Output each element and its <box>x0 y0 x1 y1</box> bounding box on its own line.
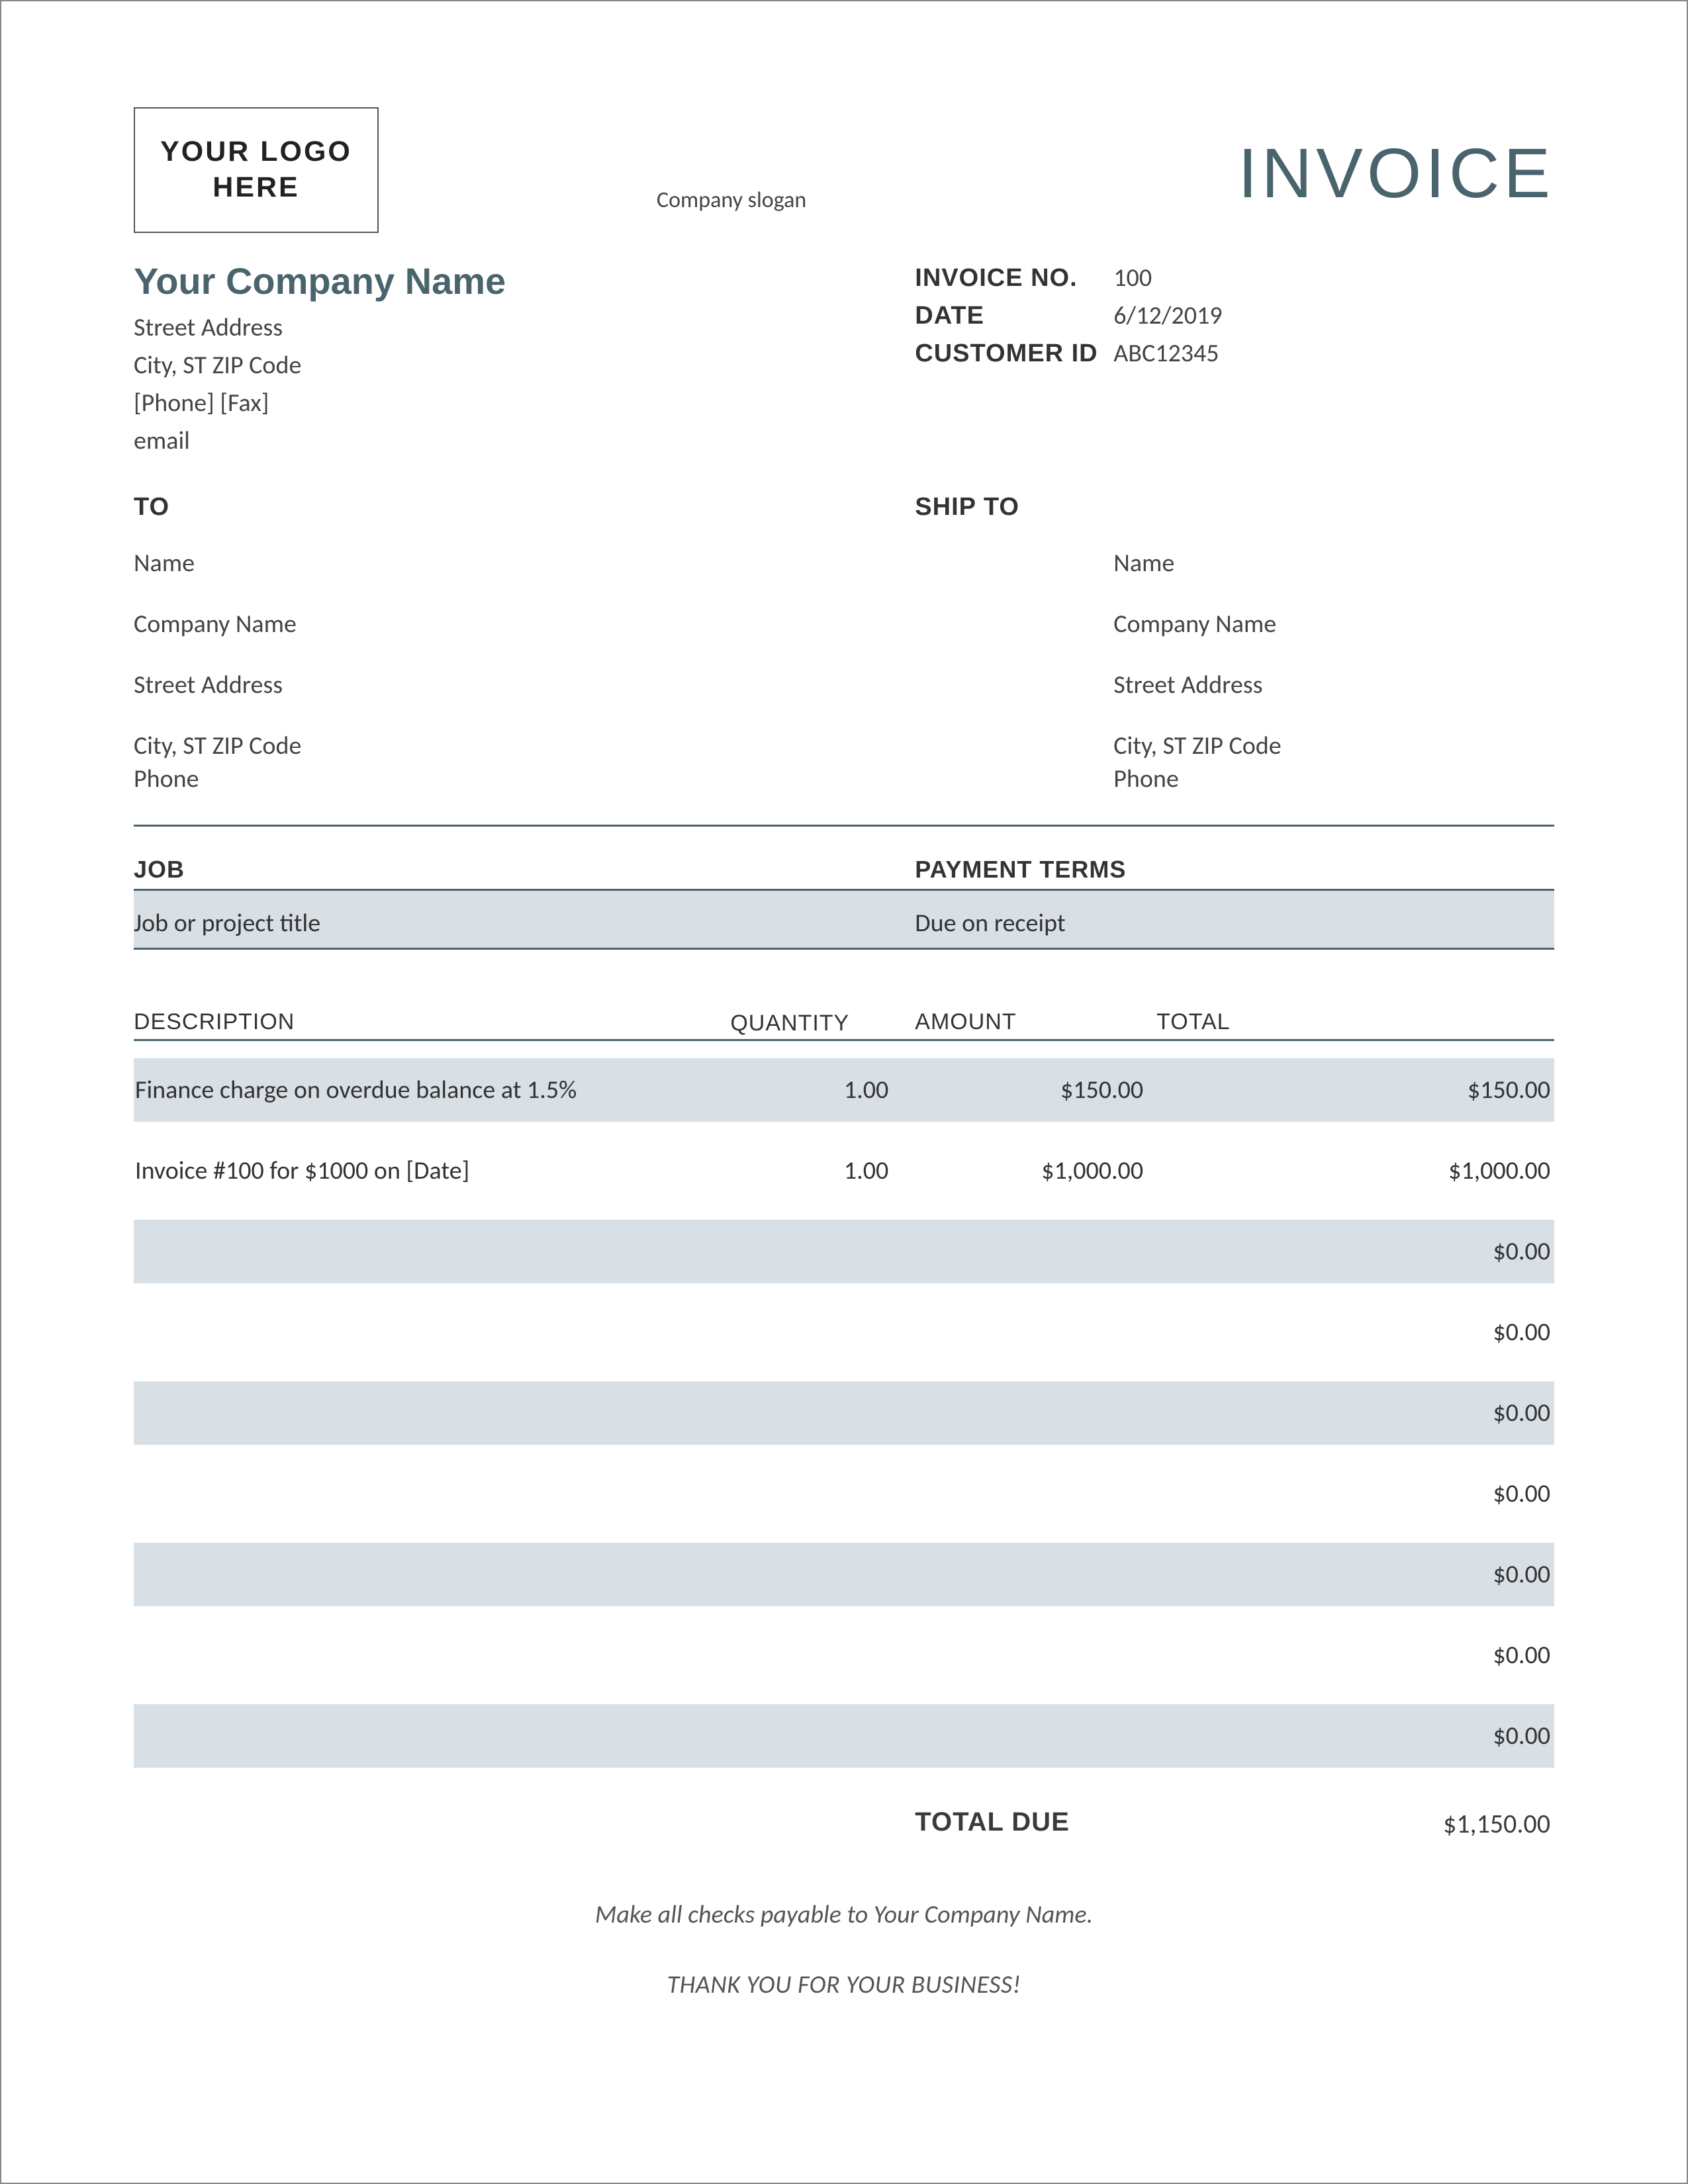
line-item-row: Invoice #100 for $1000 on [Date]1.00$1,0… <box>134 1139 1554 1203</box>
job-value: Job or project title <box>134 908 915 938</box>
line-item-row: $0.00 <box>134 1300 1554 1364</box>
col-total: TOTAL <box>1156 1009 1554 1035</box>
bill-to-column: TO Name Company Name Street Address City… <box>134 493 915 825</box>
company-phone-fax: [Phone] [Fax] <box>134 385 915 422</box>
invoice-meta: INVOICE NO. 100 DATE 6/12/2019 CUSTOMER … <box>915 259 1554 460</box>
company-info: Your Company Name Street Address City, S… <box>134 259 915 460</box>
bill-to-phone: Phone <box>134 764 915 794</box>
line-item-row: $0.00 <box>134 1381 1554 1445</box>
document-title: INVOICE <box>1238 107 1554 214</box>
bill-to-street: Street Address <box>134 670 915 700</box>
meta-date-label: DATE <box>915 297 1113 335</box>
line-item-quantity: 1.00 <box>730 1156 915 1186</box>
job-label: JOB <box>134 856 915 884</box>
meta-invoice-no: INVOICE NO. 100 <box>915 259 1554 297</box>
company-slogan: Company slogan <box>379 107 1238 214</box>
meta-customer-id: CUSTOMER ID ABC12345 <box>915 335 1554 373</box>
ship-to-name: Name <box>1113 548 1554 578</box>
line-item-total: $0.00 <box>1156 1640 1554 1670</box>
logo-text-line1: YOUR LOGO <box>160 134 352 170</box>
company-meta-block: Your Company Name Street Address City, S… <box>134 259 1554 460</box>
line-item-description: Finance charge on overdue balance at 1.5… <box>134 1075 730 1105</box>
line-item-total: $0.00 <box>1156 1721 1554 1751</box>
company-city: City, ST ZIP Code <box>134 347 915 385</box>
line-item-quantity: 1.00 <box>730 1075 915 1105</box>
line-item-amount: $1,000.00 <box>915 1156 1156 1186</box>
company-email: email <box>134 422 915 460</box>
logo-text-line2: HERE <box>212 170 299 206</box>
total-due-row: TOTAL DUE $1,150.00 <box>134 1807 1554 1840</box>
header-row: YOUR LOGO HERE Company slogan INVOICE <box>134 107 1554 233</box>
bill-to-name: Name <box>134 548 915 578</box>
line-item-row: $0.00 <box>134 1704 1554 1768</box>
line-item-total: $150.00 <box>1156 1075 1554 1105</box>
line-item-total: $0.00 <box>1156 1559 1554 1590</box>
meta-date: DATE 6/12/2019 <box>915 297 1554 335</box>
total-due-value: $1,150.00 <box>1199 1807 1554 1840</box>
col-quantity: QUANTITY <box>730 1011 915 1041</box>
job-terms-body: Job or project title Due on receipt <box>134 891 1554 950</box>
total-due-label: TOTAL DUE <box>915 1807 1199 1840</box>
line-item-row: Finance charge on overdue balance at 1.5… <box>134 1058 1554 1122</box>
company-name: Your Company Name <box>134 259 915 302</box>
company-street: Street Address <box>134 309 915 347</box>
meta-customer-id-label: CUSTOMER ID <box>915 335 1113 373</box>
line-item-amount: $150.00 <box>915 1075 1156 1105</box>
items-container: Finance charge on overdue balance at 1.5… <box>134 1041 1554 1768</box>
col-description: DESCRIPTION <box>134 1009 730 1035</box>
thank-you-note: THANK YOU FOR YOUR BUSINESS! <box>134 1970 1554 2000</box>
line-item-description: Invoice #100 for $1000 on [Date] <box>134 1156 730 1186</box>
meta-date-value: 6/12/2019 <box>1113 297 1222 335</box>
ship-to-column: SHIP TO Name Company Name Street Address… <box>915 493 1554 825</box>
line-item-total: $0.00 <box>1156 1479 1554 1509</box>
ship-to-street: Street Address <box>1113 670 1554 700</box>
invoice-page: YOUR LOGO HERE Company slogan INVOICE Yo… <box>1 1 1687 2066</box>
ship-to-city: City, ST ZIP Code <box>1113 731 1554 761</box>
line-item-total: $1,000.00 <box>1156 1156 1554 1186</box>
bill-to-heading: TO <box>134 493 915 522</box>
total-due-spacer <box>134 1807 915 1840</box>
meta-invoice-no-label: INVOICE NO. <box>915 259 1113 297</box>
ship-to-heading: SHIP TO <box>915 493 1554 522</box>
col-amount: AMOUNT <box>915 1009 1156 1035</box>
line-item-total: $0.00 <box>1156 1317 1554 1347</box>
meta-invoice-no-value: 100 <box>1113 259 1152 297</box>
bill-to-company: Company Name <box>134 609 915 639</box>
checks-payable-note: Make all checks payable to Your Company … <box>134 1899 1554 1930</box>
line-item-total: $0.00 <box>1156 1398 1554 1428</box>
ship-to-company: Company Name <box>1113 609 1554 639</box>
line-item-row: $0.00 <box>134 1462 1554 1525</box>
line-item-row: $0.00 <box>134 1220 1554 1283</box>
bill-ship-block: TO Name Company Name Street Address City… <box>134 493 1554 825</box>
bill-to-city: City, ST ZIP Code <box>134 731 915 761</box>
line-item-row: $0.00 <box>134 1543 1554 1606</box>
logo-placeholder: YOUR LOGO HERE <box>134 107 379 233</box>
payment-terms-label: PAYMENT TERMS <box>915 856 1554 884</box>
ship-to-phone: Phone <box>1113 764 1554 794</box>
meta-customer-id-value: ABC12345 <box>1113 335 1219 373</box>
items-header: DESCRIPTION QUANTITY AMOUNT TOTAL <box>134 1009 1554 1041</box>
line-item-row: $0.00 <box>134 1623 1554 1687</box>
line-item-total: $0.00 <box>1156 1236 1554 1267</box>
job-terms-header: JOB PAYMENT TERMS <box>134 827 1554 891</box>
payment-terms-value: Due on receipt <box>915 908 1554 938</box>
